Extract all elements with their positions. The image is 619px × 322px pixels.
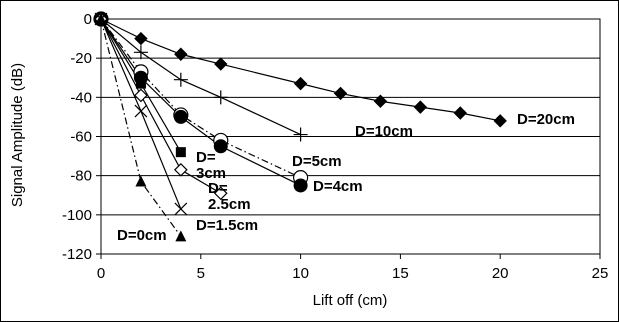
series-label: D=20cm bbox=[517, 111, 575, 128]
x-tick-label: 15 bbox=[392, 265, 409, 282]
data-point bbox=[293, 76, 308, 91]
y-axis-title: Signal Amplitude (dB) bbox=[9, 63, 26, 207]
data-point bbox=[175, 147, 186, 158]
x-axis-title: Lift off (cm) bbox=[313, 292, 388, 309]
data-point bbox=[174, 47, 188, 61]
data-point bbox=[493, 114, 507, 128]
data-point bbox=[173, 162, 188, 177]
series-label: D=10cm bbox=[355, 123, 413, 140]
series-line bbox=[100, 18, 222, 194]
data-point bbox=[213, 90, 228, 105]
series-line bbox=[100, 18, 501, 122]
axes: 0 -20 -40 -60 -80 -100 -120 0 5 10 15 20 25 bbox=[62, 11, 608, 282]
data-point bbox=[134, 31, 148, 46]
data-point bbox=[173, 109, 188, 124]
data-point bbox=[135, 78, 146, 89]
series-label: D=0cm bbox=[117, 227, 167, 244]
series-label: D=1.5cm bbox=[196, 217, 258, 234]
y-tick-label: -60 bbox=[70, 129, 92, 146]
series-label: 3cm bbox=[196, 165, 226, 182]
series-label: D=4cm bbox=[313, 178, 363, 195]
y-tick-label: -120 bbox=[62, 246, 92, 263]
x-tick-label: 5 bbox=[197, 265, 205, 282]
data-point bbox=[174, 202, 188, 216]
series-label: D= bbox=[196, 149, 216, 166]
x-tick-label: 10 bbox=[292, 265, 309, 282]
data-point bbox=[214, 57, 228, 71]
grid bbox=[101, 57, 600, 216]
x-tick-label: 0 bbox=[97, 265, 105, 282]
x-tick-label: 25 bbox=[592, 265, 609, 282]
data-point bbox=[213, 186, 228, 201]
data-point bbox=[134, 104, 148, 118]
data-point bbox=[133, 45, 148, 60]
data-point bbox=[175, 230, 187, 242]
y-tick-label: -100 bbox=[62, 207, 92, 224]
plot-frame bbox=[100, 18, 601, 255]
series-markers bbox=[93, 11, 507, 242]
series-label: 2.5cm bbox=[208, 196, 251, 213]
series-label: D=5cm bbox=[292, 153, 342, 170]
series-line bbox=[100, 18, 301, 179]
data-point bbox=[135, 175, 147, 187]
y-tick-label: -80 bbox=[70, 168, 92, 185]
x-tick-label: 20 bbox=[492, 265, 509, 282]
data-point bbox=[453, 106, 467, 120]
y-tick-label: -20 bbox=[70, 50, 92, 67]
data-point bbox=[213, 139, 228, 154]
data-point bbox=[413, 100, 428, 114]
data-point bbox=[293, 178, 308, 193]
series-label: D= bbox=[208, 180, 228, 197]
y-tick-label: 0 bbox=[84, 11, 92, 28]
data-point bbox=[173, 72, 188, 87]
data-point bbox=[95, 13, 107, 24]
data-point bbox=[293, 127, 308, 142]
y-tick-label: -40 bbox=[70, 89, 92, 106]
data-point bbox=[134, 88, 148, 103]
series-labels: D=20cmD=10cmD=5cmD=4cmD=3cmD=2.5cmD=1.5c… bbox=[117, 111, 575, 244]
data-point bbox=[373, 94, 388, 108]
data-point bbox=[333, 86, 348, 101]
